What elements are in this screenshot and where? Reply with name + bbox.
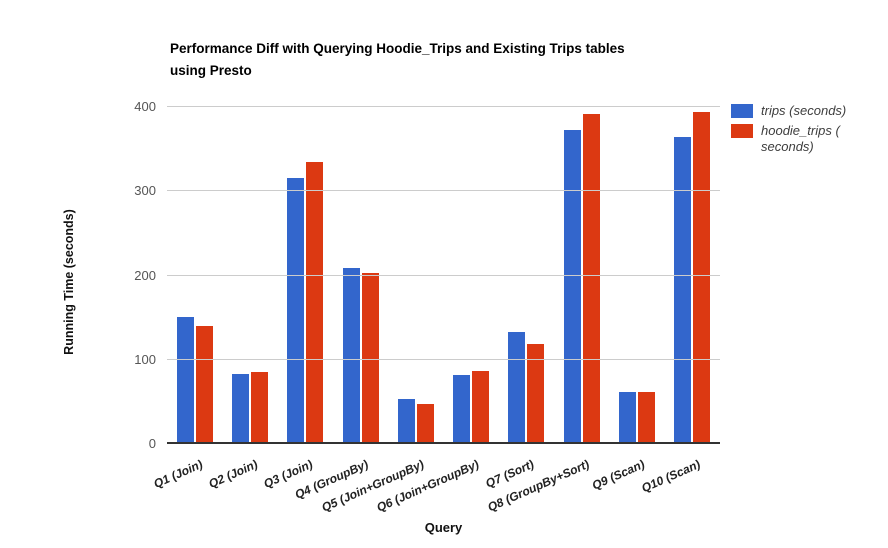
gridline-100: [167, 358, 720, 360]
legend-label-hoodie-trips: hoodie_trips ( seconds): [761, 123, 840, 154]
y-tick-label-300: 300: [134, 183, 156, 199]
x-axis-line: [167, 442, 720, 444]
chart-title-line1: Performance Diff with Querying Hoodie_Tr…: [170, 41, 625, 56]
bar-groups: [167, 106, 720, 443]
bar-group-q2: [222, 106, 277, 443]
bar-trips-q7[interactable]: [508, 331, 526, 443]
bar-trips-q3[interactable]: [287, 177, 305, 443]
bar-group-q3: [278, 106, 333, 443]
bar-group-q4: [333, 106, 388, 443]
x-tick-label-q8: Q8 (GroupBy+Sort): [485, 457, 592, 515]
bar-hoodie_trips-q6[interactable]: [472, 370, 490, 443]
y-tick-label-0: 0: [148, 436, 156, 451]
bar-trips-q5[interactable]: [397, 399, 415, 443]
bar-trips-q1[interactable]: [176, 316, 194, 443]
x-tick-label-q6: Q6 (Join+GroupBy): [374, 457, 481, 515]
bar-group-q1: [167, 106, 222, 443]
x-tick-label-q9: Q9 (Scan): [589, 457, 647, 493]
bar-hoodie_trips-q5[interactable]: [416, 404, 434, 443]
bar-hoodie_trips-q4[interactable]: [361, 272, 379, 443]
bar-hoodie_trips-q10[interactable]: [693, 111, 711, 443]
x-axis-title: Query: [424, 520, 463, 535]
legend-swatch-trips: [731, 104, 753, 118]
gridline-300: [167, 190, 720, 192]
bar-hoodie_trips-q1[interactable]: [195, 325, 213, 443]
x-tick-label-q2: Q2 (Join): [206, 457, 260, 491]
x-tick-label-q10: Q10 (Scan): [639, 457, 703, 496]
gridline-200: [167, 274, 720, 276]
y-axis-title: Running Time (seconds): [62, 209, 76, 355]
chart-title: Performance Diff with Querying Hoodie_Tr…: [170, 38, 750, 82]
bar-trips-q8[interactable]: [563, 130, 581, 443]
bar-trips-q4[interactable]: [342, 267, 360, 443]
x-tick-label-q1: Q1 (Join): [151, 457, 205, 491]
bar-hoodie_trips-q8[interactable]: [582, 114, 600, 443]
legend-item-trips[interactable]: trips (seconds): [731, 103, 881, 119]
y-tick-label-100: 100: [134, 351, 156, 367]
bar-trips-q2[interactable]: [231, 373, 249, 443]
legend-item-hoodie-trips[interactable]: hoodie_trips ( seconds): [731, 123, 881, 155]
bar-trips-q10[interactable]: [674, 137, 692, 443]
y-tick-label-200: 200: [134, 267, 156, 283]
gridline-400: [167, 106, 720, 107]
legend: trips (seconds) hoodie_trips ( seconds): [731, 103, 881, 159]
legend-swatch-hoodie-trips: [731, 124, 753, 138]
bar-hoodie_trips-q3[interactable]: [306, 162, 324, 443]
bar-hoodie_trips-q7[interactable]: [527, 344, 545, 443]
legend-label-trips: trips (seconds): [761, 103, 847, 118]
bar-hoodie_trips-q9[interactable]: [638, 392, 656, 443]
bar-group-q10: [665, 106, 720, 443]
bar-trips-q6[interactable]: [453, 374, 471, 443]
chart-title-line2: using Presto: [170, 63, 252, 78]
bar-trips-q9[interactable]: [619, 391, 637, 443]
plot-area: [167, 106, 720, 444]
bar-group-q5: [388, 106, 443, 443]
bar-group-q6: [443, 106, 498, 443]
bar-group-q8: [554, 106, 609, 443]
y-tick-label-400: 400: [134, 99, 156, 114]
bar-hoodie_trips-q2[interactable]: [250, 372, 268, 443]
bar-group-q9: [609, 106, 664, 443]
